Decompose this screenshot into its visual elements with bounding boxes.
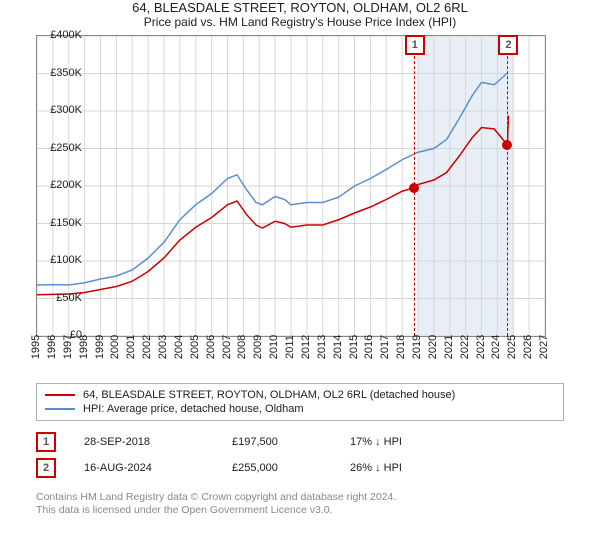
series-price_paid	[37, 116, 508, 295]
x-tick-label: 1997	[62, 335, 74, 359]
y-tick-label: £150K	[50, 217, 82, 229]
x-tick-label: 2023	[475, 335, 487, 359]
y-tick-label: £200K	[50, 179, 82, 191]
legend-swatch	[45, 408, 75, 410]
marker-dash	[507, 36, 510, 336]
footnote-line-1: Contains HM Land Registry data © Crown c…	[36, 491, 396, 503]
marker-legend-delta: 17% ↓ HPI	[350, 436, 402, 448]
x-tick-label: 2015	[348, 335, 360, 359]
chart-title: 64, BLEASDALE STREET, ROYTON, OLDHAM, OL…	[0, 0, 600, 15]
x-tick-label: 2002	[141, 335, 153, 359]
x-tick-label: 2019	[411, 335, 423, 359]
x-tick-label: 2014	[332, 335, 344, 359]
x-tick-label: 2010	[268, 335, 280, 359]
marker-legend-row: 2 16-AUG-2024 £255,000 26% ↓ HPI	[36, 455, 564, 481]
x-tick-label: 2017	[379, 335, 391, 359]
x-tick-label: 2026	[522, 335, 534, 359]
x-tick-label: 1998	[78, 335, 90, 359]
x-tick-label: 2009	[252, 335, 264, 359]
y-tick-label: £350K	[50, 67, 82, 79]
marker-legend-date: 16-AUG-2024	[84, 462, 204, 474]
legend-swatch	[45, 394, 75, 396]
x-tick-label: 2000	[109, 335, 121, 359]
marker-legend-delta: 26% ↓ HPI	[350, 462, 402, 474]
x-tick-label: 2003	[157, 335, 169, 359]
y-tick-label: £50K	[56, 292, 82, 304]
series-legend: 64, BLEASDALE STREET, ROYTON, OLDHAM, OL…	[36, 383, 564, 421]
x-tick-label: 2022	[459, 335, 471, 359]
marker-legend: 1 28-SEP-2018 £197,500 17% ↓ HPI 2 16-AUG-202…	[36, 429, 564, 481]
marker-box: 2	[498, 35, 518, 55]
x-tick-label: 2008	[236, 335, 248, 359]
marker-legend-date: 28-SEP-2018	[84, 436, 204, 448]
x-tick-label: 2020	[427, 335, 439, 359]
x-tick-label: 2021	[443, 335, 455, 359]
marker-legend-price: £197,500	[232, 436, 322, 448]
x-tick-label: 2004	[173, 335, 185, 359]
legend-row: 64, BLEASDALE STREET, ROYTON, OLDHAM, OL…	[45, 388, 555, 402]
legend-row: HPI: Average price, detached house, Oldh…	[45, 402, 555, 416]
x-tick-label: 2024	[490, 335, 502, 359]
x-tick-label: 2027	[538, 335, 550, 359]
x-tick-label: 2018	[395, 335, 407, 359]
y-tick-label: £400K	[50, 29, 82, 41]
marker-legend-row: 1 28-SEP-2018 £197,500 17% ↓ HPI	[36, 429, 564, 455]
marker-legend-box: 2	[36, 458, 56, 478]
x-tick-label: 2001	[125, 335, 137, 359]
footnote-line-2: This data is licensed under the Open Gov…	[36, 504, 333, 516]
legend-label: HPI: Average price, detached house, Oldh…	[83, 403, 304, 415]
marker-legend-box: 1	[36, 432, 56, 452]
x-tick-label: 2016	[363, 335, 375, 359]
legend-label: 64, BLEASDALE STREET, ROYTON, OLDHAM, OL…	[83, 389, 455, 401]
marker-dot	[409, 183, 419, 193]
x-tick-label: 1999	[94, 335, 106, 359]
marker-dot	[502, 140, 512, 150]
marker-legend-price: £255,000	[232, 462, 322, 474]
x-tick-label: 2025	[506, 335, 518, 359]
footnote: Contains HM Land Registry data © Crown c…	[36, 491, 564, 517]
line-series	[37, 36, 545, 336]
x-tick-label: 1996	[46, 335, 58, 359]
x-tick-label: 2005	[189, 335, 201, 359]
marker-box: 1	[405, 35, 425, 55]
y-tick-label: £250K	[50, 142, 82, 154]
y-tick-label: £100K	[50, 254, 82, 266]
x-tick-label: 1995	[30, 335, 42, 359]
chart-subtitle: Price paid vs. HM Land Registry's House …	[0, 15, 600, 29]
x-tick-label: 2011	[284, 335, 296, 359]
chart: 12 £0£50K£100K£150K£200K£250K£300K£350K£…	[36, 35, 596, 375]
x-tick-label: 2006	[205, 335, 217, 359]
x-tick-label: 2013	[316, 335, 328, 359]
x-tick-label: 2012	[300, 335, 312, 359]
plot-area: 12	[36, 35, 546, 337]
x-tick-label: 2007	[221, 335, 233, 359]
y-tick-label: £300K	[50, 104, 82, 116]
